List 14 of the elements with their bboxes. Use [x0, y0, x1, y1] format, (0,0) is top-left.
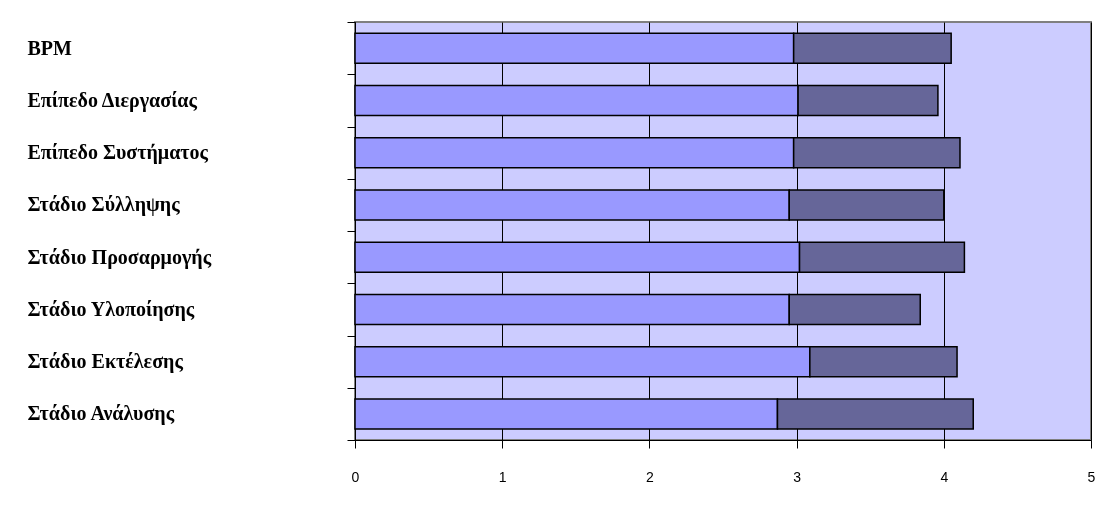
x-tick-label: 1 [498, 468, 507, 485]
y-tick-label: Επίπεδο Συστήματος [27, 141, 209, 165]
x-tick-label: 5 [1087, 468, 1096, 485]
x-tick-label: 0 [351, 468, 360, 485]
x-tick-label: 4 [940, 468, 949, 485]
y-tick-label: Στάδιο Προσαρμογής [27, 245, 212, 269]
y-tick-label: Στάδιο Εκτέλεσης [27, 350, 184, 374]
y-tick-label: BPM [27, 36, 73, 59]
y-tick-label: Στάδιο Σύλληψης [27, 193, 181, 217]
x-tick-label: 2 [646, 468, 654, 485]
y-tick-label: Στάδιο Υλοποίησης [27, 297, 195, 321]
y-tick-label: Επίπεδο Διεργασίας [27, 88, 198, 112]
y-tick-label: Στάδιο Ανάλυσης [27, 402, 175, 426]
x-tick-label: 3 [793, 468, 802, 485]
